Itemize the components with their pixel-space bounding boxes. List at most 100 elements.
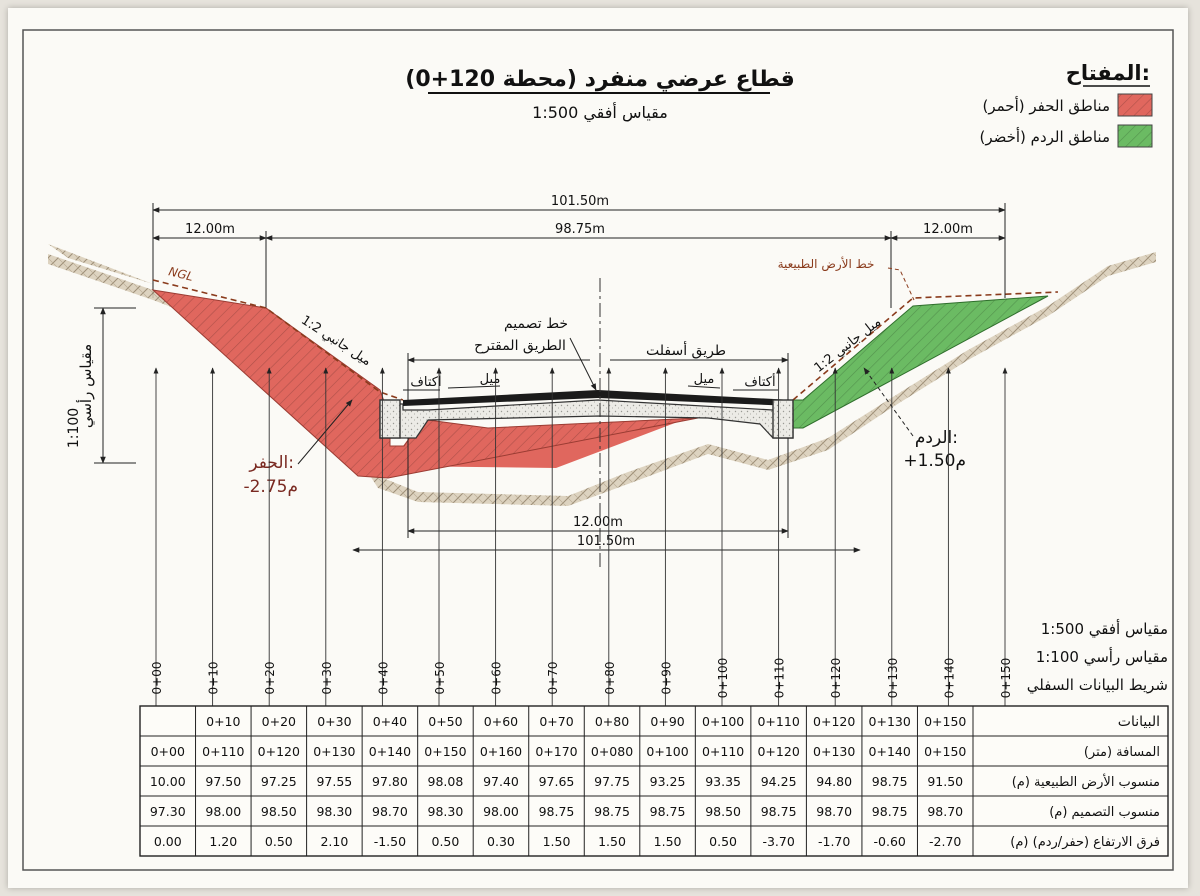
table-header-cell: 0+50 [428,714,462,729]
right-curb [772,399,794,439]
fill-value: +1.50م [903,451,966,471]
road-asphalt [403,390,793,406]
station-label: 0+40 [376,662,390,695]
station-label: 0+100 [716,658,730,699]
table-cell: 0.50 [265,834,293,849]
station-label: 0+110 [773,658,787,699]
slope-left-label: ميل [480,372,501,387]
design-line-label-1: خط تصميم [504,316,568,332]
natural-ground-leader [887,267,915,301]
table-cell: 93.35 [705,774,741,789]
drawing-sheet: قطاع عرضي منفرد (محطة 120+0) مقياس أفقي … [8,8,1188,888]
road-annotations [403,337,789,400]
table-cell: 0+140 [369,744,411,759]
table-row-label: المسافة (متر) [1084,745,1160,760]
table-cell: 1.50 [598,834,626,849]
station-label: 0+130 [886,658,900,699]
table-cell: 10.00 [150,774,186,789]
table-header-label: البيانات [1118,714,1160,730]
table-header-cell: 0+120 [813,714,855,729]
data-band-note: شريط البيانات السفلي [1027,676,1168,695]
table-cell: 91.50 [927,774,963,789]
table-cell: 94.80 [816,774,852,789]
table-header-cell: 0+100 [702,714,744,729]
legend-label-fill: مناطق الردم (أخضر) [979,127,1110,146]
station-label: 0+90 [659,662,673,695]
legend-swatch-fill [1117,124,1153,148]
legend-swatch-cut [1117,93,1153,117]
table-cell: 97.55 [316,774,352,789]
table-header-cell: 0+10 [206,714,240,729]
table-cell: 97.75 [594,774,630,789]
left-curb [379,399,401,439]
table-header-cell: 0+20 [262,714,296,729]
fill-label: الردم: [915,428,958,448]
natural-ground-label: خط الأرض الطبيعية [778,256,875,272]
legend: المفتاح: مناطق الحفر (أحمر) مناطق الردم … [979,61,1153,148]
legend-label-cut: مناطق الحفر (أحمر) [983,96,1111,115]
table-cell: 1.50 [543,834,571,849]
vertical-scale-bar [94,307,136,464]
station-grid: 0+00 0+10 0+20 0+30 0+40 0+50 0+60 0+70 0+80 0+90… [150,367,1013,706]
table-cell: 0+150 [924,744,966,759]
horizontal-scale-note: مقياس أفقي 1:500 [1041,619,1168,639]
table-cell: 98.70 [927,804,963,819]
table-cell: 98.30 [316,804,352,819]
table-row-label: منسوب التصميم (م) [1049,805,1160,820]
table-header-cell: 0+40 [373,714,407,729]
table-cell: 98.75 [594,804,630,819]
table-cell: 0+110 [202,744,244,759]
dim-bottom-outer: 101.50m [577,534,635,549]
sheet-border [22,29,1174,871]
table-header-cell: 0+130 [869,714,911,729]
table-cell: 94.25 [761,774,797,789]
table-cell: 97.30 [150,804,186,819]
table-cell: 98.30 [428,804,464,819]
legend-heading: المفتاح: [1066,61,1150,85]
page-title: قطاع عرضي منفرد (محطة 120+0) [405,67,794,92]
shoulder-right-label: أكتاف [744,373,775,390]
shoulder-left-label: أكتاف [410,373,441,390]
table-cell: 0+080 [591,744,633,759]
table-cell: 98.75 [650,804,686,819]
dim-middle-width: 98.75m [555,222,605,237]
vertical-scale-label: مقياس رأسي [76,344,96,428]
dim-left-width: 12.00m [185,222,235,237]
ngl-label: NGL [167,264,195,284]
dim-overall-top: 101.50m [551,194,609,209]
bottom-dimensions [352,438,861,553]
station-label: 0+00 [150,662,164,695]
table-cell: 97.65 [539,774,575,789]
table-cell: -1.50 [374,834,406,849]
table-cell: 0+100 [646,744,688,759]
table-cell: -3.70 [762,834,794,849]
station-label: 0+70 [546,662,560,695]
table-header-cell: 0+90 [650,714,684,729]
design-line-label-2: الطريق المقترح [474,338,566,354]
table-cell: 98.00 [205,804,241,819]
table-header-cell: 0+30 [317,714,351,729]
table-cell: 98.50 [705,804,741,819]
vertical-scale-value: 1:100 [66,408,82,448]
station-label: 0+80 [603,662,617,695]
dim-bottom-inner: 12.00m [573,515,623,530]
table-cell: 97.40 [483,774,519,789]
asphalt-road-label: طريق أسفلت [646,341,726,359]
station-label: 0+120 [829,658,843,699]
ground-surface-left [48,244,153,284]
data-table: 0+10 0+20 0+30 0+40 0+50 0+60 0+70 0+80 0+90 0+10… [139,705,1169,857]
table-row-label: فرق الارتفاع (حفر/ردم) (م) [1010,835,1160,850]
table-cell: 98.70 [372,804,408,819]
table-header-cell: 0+110 [757,714,799,729]
table-cell: 98.08 [428,774,464,789]
table-header-cell: 0+60 [484,714,518,729]
table-cell: 97.50 [205,774,241,789]
cut-label: الحفر: [248,453,294,473]
natural-ground-line [152,279,1059,401]
table-row-label: منسوب الأرض الطبيعية (م) [1012,773,1160,790]
page-subtitle: مقياس أفقي 1:500 [532,102,668,123]
station-label: 0+150 [999,658,1013,699]
station-label: 0+20 [263,662,277,695]
table-cell: 0+130 [313,744,355,759]
table-cell: 0.50 [709,834,737,849]
